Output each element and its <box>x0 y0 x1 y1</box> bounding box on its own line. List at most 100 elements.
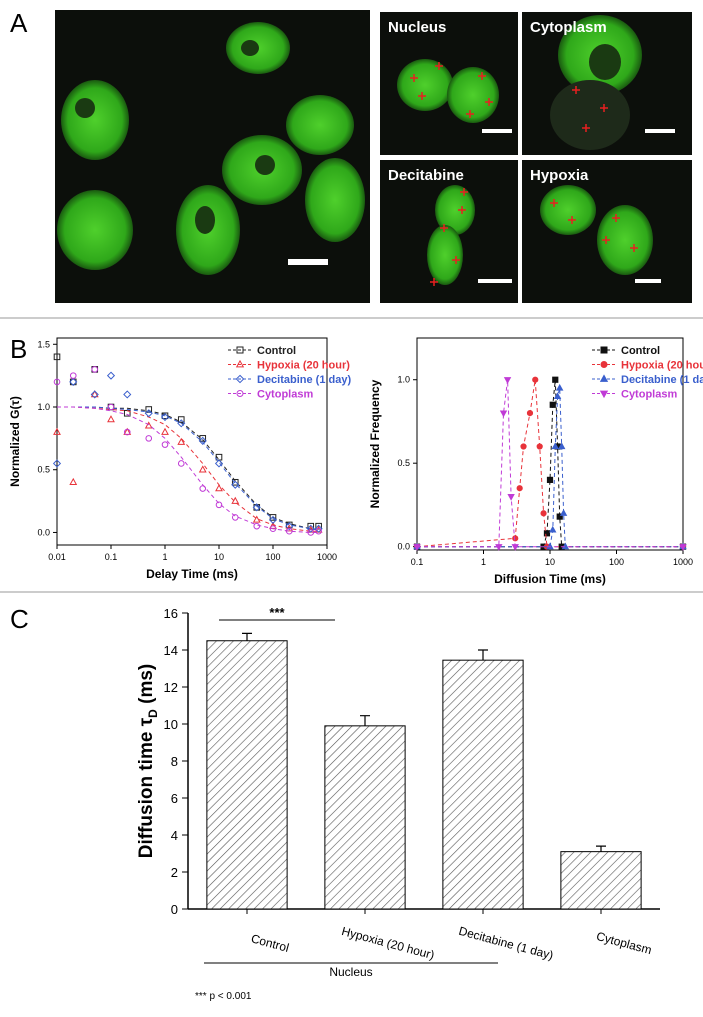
x-tick-label: 1 <box>481 557 486 567</box>
legend-marker <box>599 374 609 382</box>
inset-label: Nucleus <box>388 19 446 36</box>
marker <box>198 436 207 445</box>
x-tick-label: 100 <box>609 557 624 567</box>
legend-marker <box>236 346 244 354</box>
marker <box>503 377 512 384</box>
marker <box>556 513 563 520</box>
footnote: *** p < 0.001 <box>195 991 252 1002</box>
marker <box>69 377 78 386</box>
marker <box>516 485 523 492</box>
marker <box>307 522 315 530</box>
marker <box>231 480 240 489</box>
marker <box>214 459 224 468</box>
y-tick-label: 0 <box>171 902 178 917</box>
marker <box>198 465 207 473</box>
bar <box>206 640 288 910</box>
x-tick-label: 0.1 <box>411 557 424 567</box>
fit-line <box>57 406 319 531</box>
marker <box>252 515 261 523</box>
x-tick-label: Decitabine (1 day) <box>457 924 555 963</box>
y-axis-label-main: Diffusion time τ <box>136 717 157 858</box>
y-tick-label: 16 <box>164 606 178 621</box>
bar <box>560 851 642 910</box>
marker <box>123 427 132 435</box>
marker <box>69 477 78 486</box>
fit-line <box>57 406 319 533</box>
marker <box>268 515 278 524</box>
legend-marker <box>235 359 245 368</box>
error-bar <box>478 649 488 661</box>
legend-label: Hypoxia (20 hour) <box>257 360 350 372</box>
group-label: Nucleus <box>329 965 372 979</box>
marker <box>543 530 551 537</box>
y-axis-label: Normalized Frequency <box>368 379 382 508</box>
marker <box>306 524 315 533</box>
marker <box>540 510 547 517</box>
x-tick-label: 100 <box>265 552 280 562</box>
x-tick-label: 10 <box>214 552 224 562</box>
error-bar <box>360 715 370 726</box>
bar <box>324 725 406 910</box>
legend-marker <box>236 390 244 397</box>
marker <box>553 392 562 400</box>
y-axis-label-sub: D <box>146 709 160 718</box>
marker <box>561 542 570 550</box>
y-tick-label: 14 <box>164 643 178 658</box>
x-tick-label: Hypoxia (20 hour) <box>340 924 436 962</box>
inset-label: Cytoplasm <box>530 19 607 36</box>
x-tick-label: 1000 <box>673 557 693 567</box>
marker <box>144 421 153 429</box>
marker <box>559 509 568 516</box>
y-axis-label-unit: (ms) <box>136 664 157 709</box>
marker <box>90 390 99 399</box>
marker <box>69 372 77 379</box>
panel-label: C <box>10 604 29 634</box>
marker <box>512 535 519 542</box>
marker <box>160 412 170 422</box>
x-tick-label: 0.1 <box>105 552 118 562</box>
bar <box>442 659 524 910</box>
marker <box>107 403 115 411</box>
series-line <box>416 379 683 548</box>
series-line <box>417 379 683 548</box>
x-tick-label: Cytoplasm <box>595 929 653 957</box>
inset-label: Decitabine <box>388 167 464 184</box>
marker <box>177 460 185 467</box>
marker <box>546 476 554 483</box>
marker <box>511 544 519 551</box>
fit-line <box>57 406 319 532</box>
x-tick-label: 1000 <box>317 552 337 562</box>
series-line <box>417 387 683 548</box>
marker <box>53 427 61 435</box>
fit-line <box>57 406 319 531</box>
marker <box>90 390 99 398</box>
legend-label: Cytoplasm <box>621 389 677 401</box>
marker <box>161 427 169 435</box>
marker <box>495 544 503 551</box>
y-tick-label: 0.5 <box>37 465 50 475</box>
marker <box>106 371 116 380</box>
y-tick-label: 4 <box>171 828 178 843</box>
x-tick-label: 10 <box>545 557 555 567</box>
marker <box>123 428 131 436</box>
marker <box>215 484 223 492</box>
y-axis-label: Normalized G(τ) <box>8 396 22 487</box>
panel-label: B <box>10 334 27 364</box>
inset-label: Hypoxia <box>530 167 589 184</box>
marker <box>499 410 508 418</box>
marker <box>53 353 61 361</box>
y-tick-label: 8 <box>171 754 178 769</box>
marker <box>145 435 153 442</box>
y-tick-label: 0.0 <box>397 542 410 552</box>
y-tick-label: 1.0 <box>397 375 410 385</box>
x-tick-label: 0.01 <box>48 552 66 562</box>
marker <box>253 522 261 530</box>
marker <box>252 503 261 512</box>
marker <box>231 478 239 486</box>
marker <box>556 383 564 391</box>
legend-label: Decitabine (1 day) <box>257 374 351 386</box>
marker <box>161 441 169 448</box>
marker <box>532 376 539 383</box>
